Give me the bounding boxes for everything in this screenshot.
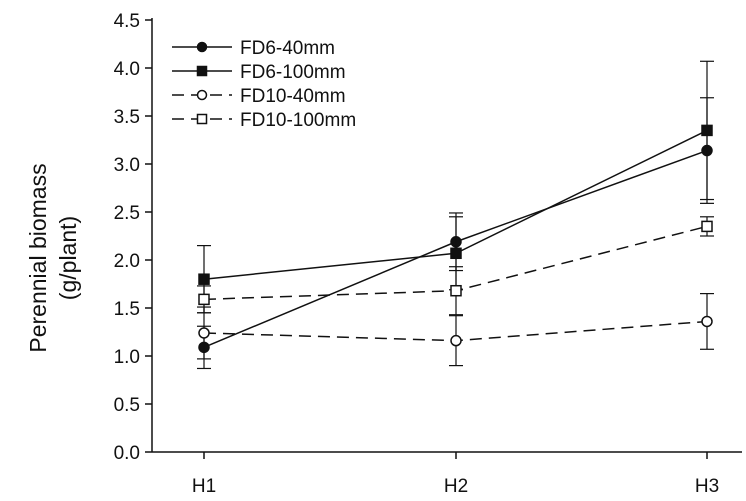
legend-marker [196,65,208,77]
y-tick-label: 3.0 [114,155,140,176]
legend-item: FD10-40mm [172,86,346,107]
legend-label: FD10-40mm [240,86,346,107]
legend-label: FD6-40mm [240,38,335,59]
legend-item: FD6-100mm [172,62,346,83]
data-point [701,124,713,137]
data-point [450,247,462,260]
data-point [198,273,210,285]
x-axis-ticks: H1 H2 H3 [192,452,719,497]
y-tick-label: 0.5 [114,395,140,416]
y-tick-label: 2.0 [114,251,140,272]
series-layer [197,60,714,370]
y-axis-label-line-1: Perennial biomass [25,163,51,352]
data-point [701,315,713,328]
y-tick-label: 4.0 [114,59,140,80]
y-axis-ticks: 0.0 0.5 1.0 1.5 2.0 2.5 3.0 3.5 4.0 4.5 [114,11,152,464]
legend: FD6-40mm FD6-100mm FD10-40mm FD10-100mm [172,38,356,131]
legend-item: FD6-40mm [172,38,335,59]
legend-marker [196,113,208,125]
data-point [198,327,210,339]
data-point [701,220,713,233]
y-tick-label: 3.5 [114,107,140,128]
y-tick-label: 0.0 [114,443,140,464]
x-tick-label: H3 [695,476,719,497]
y-tick-label: 1.0 [114,347,140,368]
legend-item: FD10-100mm [172,110,356,131]
series-FD10-100mm [197,216,714,316]
y-tick-label: 4.5 [114,11,140,32]
y-axis-label: Perennial biomass (g/plant) [25,163,81,352]
data-point [198,293,210,306]
legend-marker [196,41,208,53]
y-tick-label: 1.5 [114,299,140,320]
legend-label: FD10-100mm [240,110,356,131]
y-tick-label: 2.5 [114,203,140,224]
legend-marker [196,89,208,101]
y-axis-label-line-2: (g/plant) [55,216,81,300]
data-point [450,334,462,347]
axes [151,18,742,453]
data-point [450,284,462,297]
x-tick-label: H1 [192,476,216,497]
x-tick-label: H2 [444,476,468,497]
legend-label: FD6-100mm [240,62,346,83]
